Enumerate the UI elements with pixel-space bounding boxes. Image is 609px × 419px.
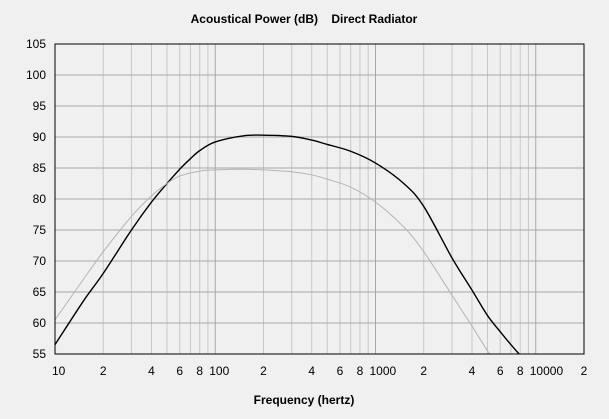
plot-frame — [54, 43, 585, 355]
y-tick-label: 60 — [33, 316, 47, 330]
x-tick-label: 10 — [52, 364, 66, 378]
y-tick-label: 80 — [33, 192, 47, 206]
series-line-dark — [55, 134, 521, 354]
y-tick-label: 70 — [33, 254, 47, 268]
x-tick-label: 6 — [337, 364, 344, 378]
y-tick-label: 90 — [33, 130, 47, 144]
x-tick-label: 2 — [260, 364, 267, 378]
y-axis-ticks: 55 60 65 70 75 80 85 90 95 100 105 — [26, 37, 46, 361]
x-tick-label: 8 — [357, 364, 364, 378]
x-tick-label: 2 — [581, 364, 588, 378]
y-tick-label: 95 — [33, 99, 47, 113]
y-tick-label: 105 — [26, 37, 46, 51]
x-tick-label: 4 — [308, 364, 315, 378]
y-tick-label: 75 — [33, 223, 47, 237]
y-tick-label: 100 — [26, 68, 46, 82]
x-tick-label: 100 — [209, 364, 229, 378]
series-layer — [55, 134, 521, 354]
y-tick-label: 85 — [33, 161, 47, 175]
x-tick-label: 8 — [196, 364, 203, 378]
x-tick-label: 6 — [497, 364, 504, 378]
x-axis-label: Frequency (hertz) — [254, 393, 355, 407]
series-line-light — [55, 168, 491, 354]
y-tick-label: 55 — [33, 347, 47, 361]
x-tick-label: 6 — [176, 364, 183, 378]
x-tick-label: 1000 — [370, 364, 397, 378]
x-tick-label: 10000 — [530, 364, 564, 378]
x-tick-label: 4 — [148, 364, 155, 378]
x-tick-label: 2 — [100, 364, 107, 378]
x-tick-label: 2 — [420, 364, 427, 378]
chart-title: Acoustical Power (dB) Direct Radiator — [191, 12, 418, 26]
x-tick-label: 4 — [469, 364, 476, 378]
grid — [55, 44, 584, 354]
x-tick-label: 8 — [517, 364, 524, 378]
x-axis-ticks: 10 2 4 6 8 100 2 4 6 8 1000 2 4 6 8 10000 2 — [52, 364, 588, 378]
y-tick-label: 65 — [33, 285, 47, 299]
